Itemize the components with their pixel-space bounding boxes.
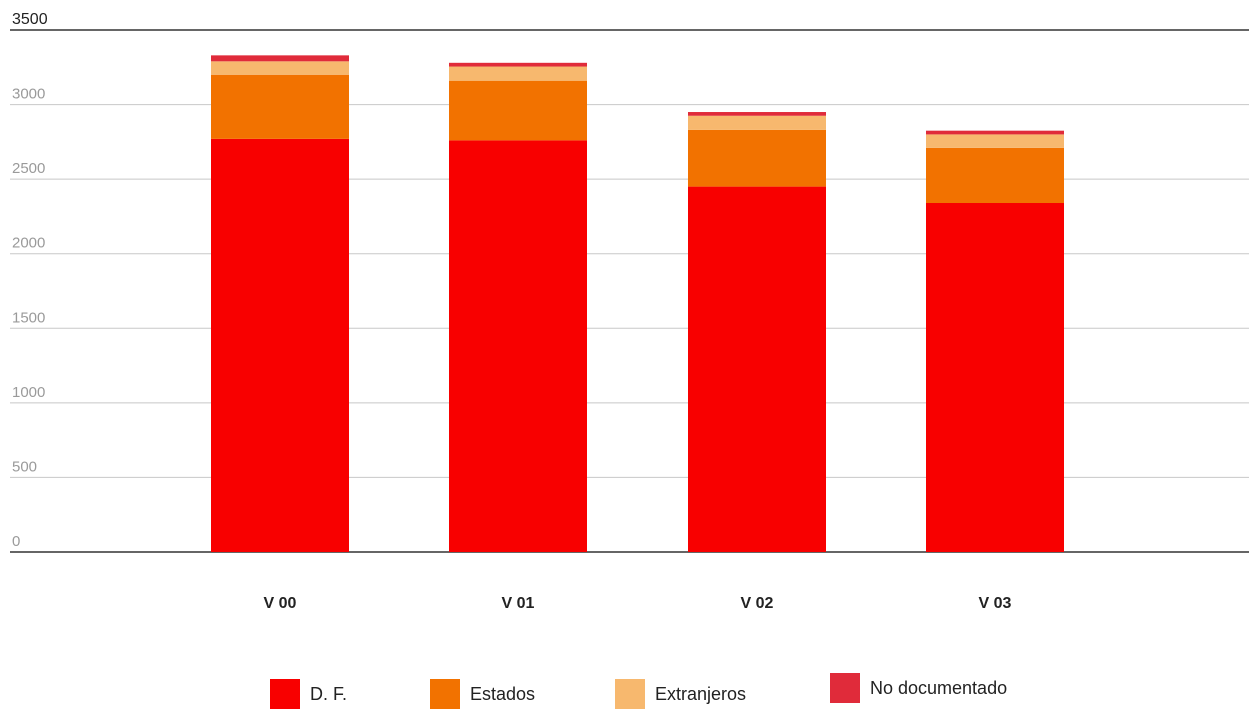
y-tick-label-3500: 3500 [12, 11, 48, 28]
bar-v00-series-0 [211, 138, 349, 553]
legend-item-no-documentado: No documentado [830, 670, 1007, 706]
legend-item-df: D. F. [270, 676, 347, 712]
legend-swatch-estados [430, 679, 460, 709]
bar-v00-series-3 [211, 55, 349, 62]
bar-v00-series-1 [211, 74, 349, 139]
y-tick-label-500: 500 [12, 458, 37, 475]
legend-label-no-documentado: No documentado [870, 677, 1008, 698]
legend-label-extranjeros: Extranjeros [655, 683, 747, 704]
bar-v01-series-0 [449, 140, 587, 552]
bar-v01-series-2 [449, 66, 587, 81]
x-tick-label-v02: V 02 [741, 595, 774, 612]
x-tick-label-v03: V 03 [979, 595, 1012, 612]
y-tick-label-1000: 1000 [12, 384, 45, 401]
bar-v03-series-1 [926, 147, 1064, 204]
bar-v02-series-3 [688, 112, 826, 116]
legend-swatch-df [270, 679, 300, 709]
bar-v02-series-0 [688, 186, 826, 552]
y-tick-label-2000: 2000 [12, 235, 45, 252]
legend-swatch-extranjeros [615, 679, 645, 709]
bar-v01-series-3 [449, 62, 587, 67]
bar-v02-series-1 [688, 129, 826, 187]
bar-v01-series-1 [449, 80, 587, 141]
bar-v02-series-2 [688, 115, 826, 130]
legend: D. F. Estados Extranjeros No documentado [270, 673, 1070, 712]
bar-v03-series-3 [926, 130, 1064, 135]
legend-swatch-no-documentado [830, 673, 860, 703]
x-tick-label-v00: V 00 [264, 595, 297, 612]
bar-v03-series-2 [926, 134, 1064, 148]
bar-v03-series-0 [926, 203, 1064, 552]
y-tick-label-2500: 2500 [12, 160, 45, 177]
y-tick-label-1500: 1500 [12, 309, 45, 326]
y-tick-label-3000: 3000 [12, 86, 45, 103]
bar-v00-series-2 [211, 61, 349, 75]
legend-item-estados: Estados [430, 676, 535, 712]
x-tick-label-v01: V 01 [502, 595, 535, 612]
y-tick-label-0: 0 [12, 533, 20, 550]
legend-label-estados: Estados [470, 683, 536, 704]
legend-label-df: D. F. [310, 683, 348, 704]
legend-item-extranjeros: Extranjeros [615, 676, 746, 712]
